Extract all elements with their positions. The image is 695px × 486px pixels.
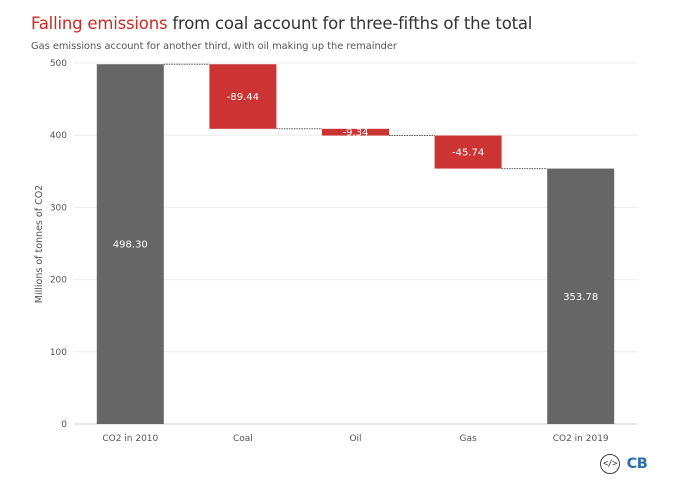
bar-value-label: -89.44 xyxy=(227,92,259,103)
x-tick-label: Gas xyxy=(460,434,477,444)
y-tick-label: 0 xyxy=(61,420,67,430)
y-tick-label: 300 xyxy=(50,203,67,213)
y-axis-ticks: 0 100 200 300 400 500 xyxy=(50,59,67,430)
bar-value-label: -45.74 xyxy=(452,148,484,159)
waterfall-chart: 0 100 200 300 400 500 498.30 -89.44 -9.34 -45.74… xyxy=(0,0,695,486)
y-tick-label: 400 xyxy=(50,131,67,141)
x-tick-label: CO2 in 2010 xyxy=(102,434,158,444)
bars xyxy=(97,64,614,424)
x-tick-label: Oil xyxy=(349,434,361,444)
y-tick-label: 200 xyxy=(50,276,67,286)
y-tick-label: 500 xyxy=(50,59,67,69)
x-tick-label: Coal xyxy=(233,434,253,444)
x-tick-label: CO2 in 2019 xyxy=(553,434,609,444)
bar-value-label: 353.78 xyxy=(563,292,598,303)
bar-value-label: -9.34 xyxy=(343,128,369,139)
y-tick-label: 100 xyxy=(50,348,67,358)
bar-labels: 498.30 -89.44 -9.34 -45.74 353.78 xyxy=(113,92,598,303)
x-axis-ticks: CO2 in 2010 Coal Oil Gas CO2 in 2019 xyxy=(102,434,609,444)
embed-code-icon[interactable]: </> xyxy=(600,454,620,474)
y-axis-label: Millions of tonnes of CO2 xyxy=(34,185,45,303)
carbon-brief-logo: CB xyxy=(628,454,646,474)
bar-value-label: 498.30 xyxy=(113,240,148,251)
